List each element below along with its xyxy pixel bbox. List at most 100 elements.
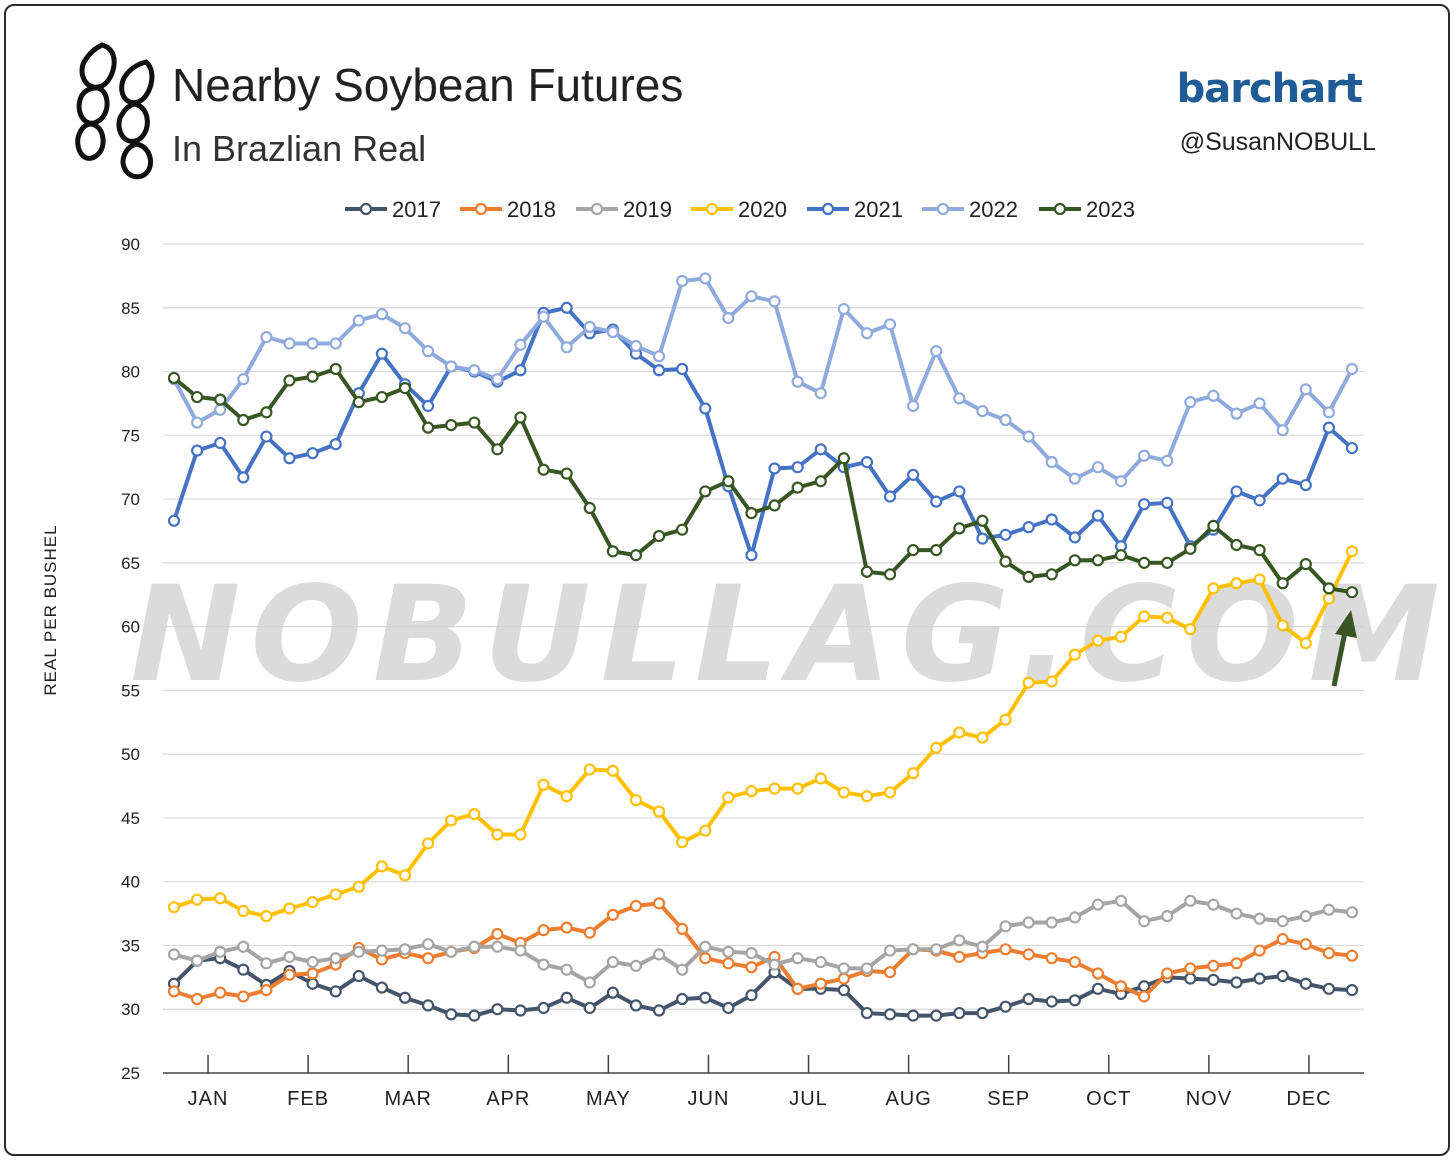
data-point-2023 (398, 382, 412, 395)
data-point-2023 (953, 522, 966, 535)
data-point-2021 (375, 347, 388, 360)
data-point-2020 (1184, 623, 1197, 636)
data-point-2018 (237, 990, 250, 1003)
data-point-2022 (398, 322, 412, 335)
data-point-2018 (676, 922, 689, 935)
data-point-2021 (421, 399, 435, 413)
data-point-2017 (1091, 982, 1105, 995)
data-point-2018 (652, 897, 666, 910)
legend-marker (590, 202, 604, 216)
data-point-2017 (237, 963, 250, 976)
data-point-2020 (1276, 619, 1289, 632)
data-point-2023 (1184, 542, 1197, 555)
x-tick-label: SEP (987, 1088, 1030, 1110)
legend-label: 2022 (969, 197, 1018, 222)
data-point-2019 (537, 958, 550, 971)
data-point-2022 (329, 337, 342, 350)
data-point-2023 (583, 501, 596, 515)
data-point-2021 (237, 471, 250, 484)
data-point-2020 (537, 778, 550, 791)
data-point-2023 (1322, 582, 1336, 595)
data-point-2020 (1161, 611, 1174, 624)
data-point-2019 (491, 940, 504, 953)
data-point-2020 (1138, 610, 1151, 623)
series-line-2023 (172, 367, 1353, 595)
data-point-2022 (814, 387, 827, 400)
data-point-2021 (791, 461, 804, 474)
series-2020 (167, 545, 1359, 923)
data-point-2017 (583, 1001, 596, 1015)
data-point-2019 (1322, 903, 1336, 916)
data-point-2017 (514, 1004, 527, 1017)
data-point-2020 (167, 901, 181, 914)
annotation-arrow (1331, 610, 1357, 687)
data-point-2022 (537, 310, 550, 323)
data-point-2023 (1068, 554, 1081, 567)
data-point-2022 (722, 311, 735, 325)
data-point-2023 (1299, 558, 1312, 571)
data-point-2021 (167, 514, 181, 527)
data-point-2019 (1161, 910, 1174, 923)
data-point-2017 (699, 991, 712, 1004)
data-point-2017 (745, 989, 758, 1002)
data-point-2021 (1161, 496, 1174, 510)
data-point-2017 (445, 1008, 458, 1021)
data-point-2023 (190, 390, 204, 404)
data-point-2022 (1114, 475, 1128, 488)
data-point-2021 (1230, 485, 1243, 498)
data-point-2019 (283, 950, 296, 964)
data-point-2019 (260, 957, 273, 970)
data-point-2020 (1207, 582, 1220, 595)
data-point-2023 (468, 416, 481, 429)
data-point-2023 (907, 543, 920, 557)
data-point-2020 (491, 828, 504, 841)
data-point-2021 (1253, 494, 1266, 507)
data-point-2020 (699, 824, 712, 837)
legend-item-2019: 2019 (576, 197, 672, 222)
legend-item-2022: 2022 (922, 197, 1018, 222)
data-point-2022 (491, 373, 504, 386)
data-point-2023 (1253, 543, 1266, 557)
data-point-2022 (606, 325, 619, 339)
data-point-2022 (1230, 407, 1243, 420)
data-point-2018 (1276, 932, 1289, 946)
data-point-2018 (1091, 967, 1105, 980)
series-2023 (167, 362, 1359, 599)
data-point-2022 (421, 345, 435, 358)
legend-label: 2018 (507, 197, 556, 222)
data-point-2022 (583, 320, 596, 333)
data-point-2021 (1022, 521, 1035, 534)
x-tick-label: APR (486, 1088, 530, 1110)
data-point-2018 (837, 972, 850, 985)
x-tick-label: DEC (1286, 1088, 1331, 1110)
data-point-2021 (860, 455, 874, 469)
data-point-2021 (306, 447, 319, 460)
data-point-2017 (468, 1009, 481, 1022)
data-point-2017 (352, 969, 365, 983)
x-tick-label: AUG (885, 1088, 931, 1110)
data-point-2022 (375, 308, 388, 321)
data-point-2020 (190, 893, 204, 906)
data-point-2022 (514, 338, 527, 351)
data-point-2020 (976, 731, 989, 744)
data-point-2022 (468, 364, 481, 377)
y-axis-label: REAL PER BUSHEL (41, 524, 60, 695)
x-tick-label: FEB (287, 1088, 329, 1110)
data-point-2022 (237, 373, 250, 386)
data-point-2020 (722, 791, 735, 804)
data-point-2018 (606, 908, 619, 921)
data-point-2019 (722, 945, 735, 958)
data-point-2018 (1068, 955, 1081, 969)
data-point-2023 (606, 545, 619, 558)
x-tick-label: JUN (688, 1088, 730, 1110)
data-point-2018 (583, 926, 596, 939)
legend: 2017 2018 2019 2020 2021 2022 2023 (345, 197, 1135, 222)
data-point-2018 (190, 992, 204, 1006)
series-line-2018 (173, 901, 1353, 1001)
data-point-2019 (768, 958, 781, 971)
y-tick-label: 35 (121, 936, 140, 955)
data-point-2019 (606, 955, 619, 969)
data-point-2019 (1022, 916, 1035, 929)
data-point-2018 (283, 968, 296, 981)
